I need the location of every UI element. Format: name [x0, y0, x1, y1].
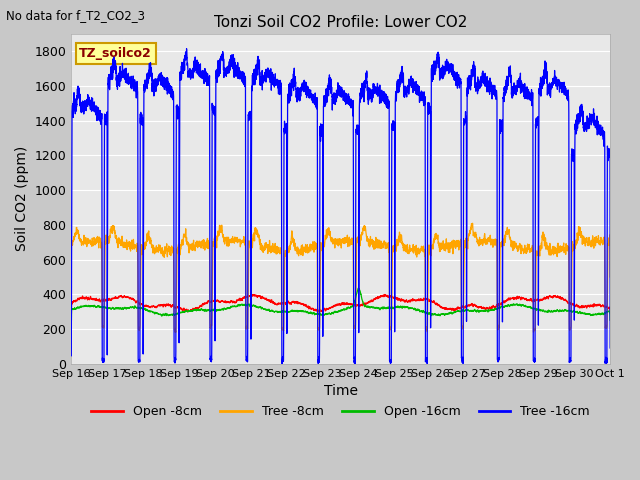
X-axis label: Time: Time	[324, 384, 358, 398]
Text: No data for f_T2_CO2_3: No data for f_T2_CO2_3	[6, 9, 145, 22]
Title: Tonzi Soil CO2 Profile: Lower CO2: Tonzi Soil CO2 Profile: Lower CO2	[214, 15, 467, 30]
Text: TZ_soilco2: TZ_soilco2	[79, 47, 152, 60]
Legend: Open -8cm, Tree -8cm, Open -16cm, Tree -16cm: Open -8cm, Tree -8cm, Open -16cm, Tree -…	[86, 400, 595, 423]
Y-axis label: Soil CO2 (ppm): Soil CO2 (ppm)	[15, 146, 29, 252]
